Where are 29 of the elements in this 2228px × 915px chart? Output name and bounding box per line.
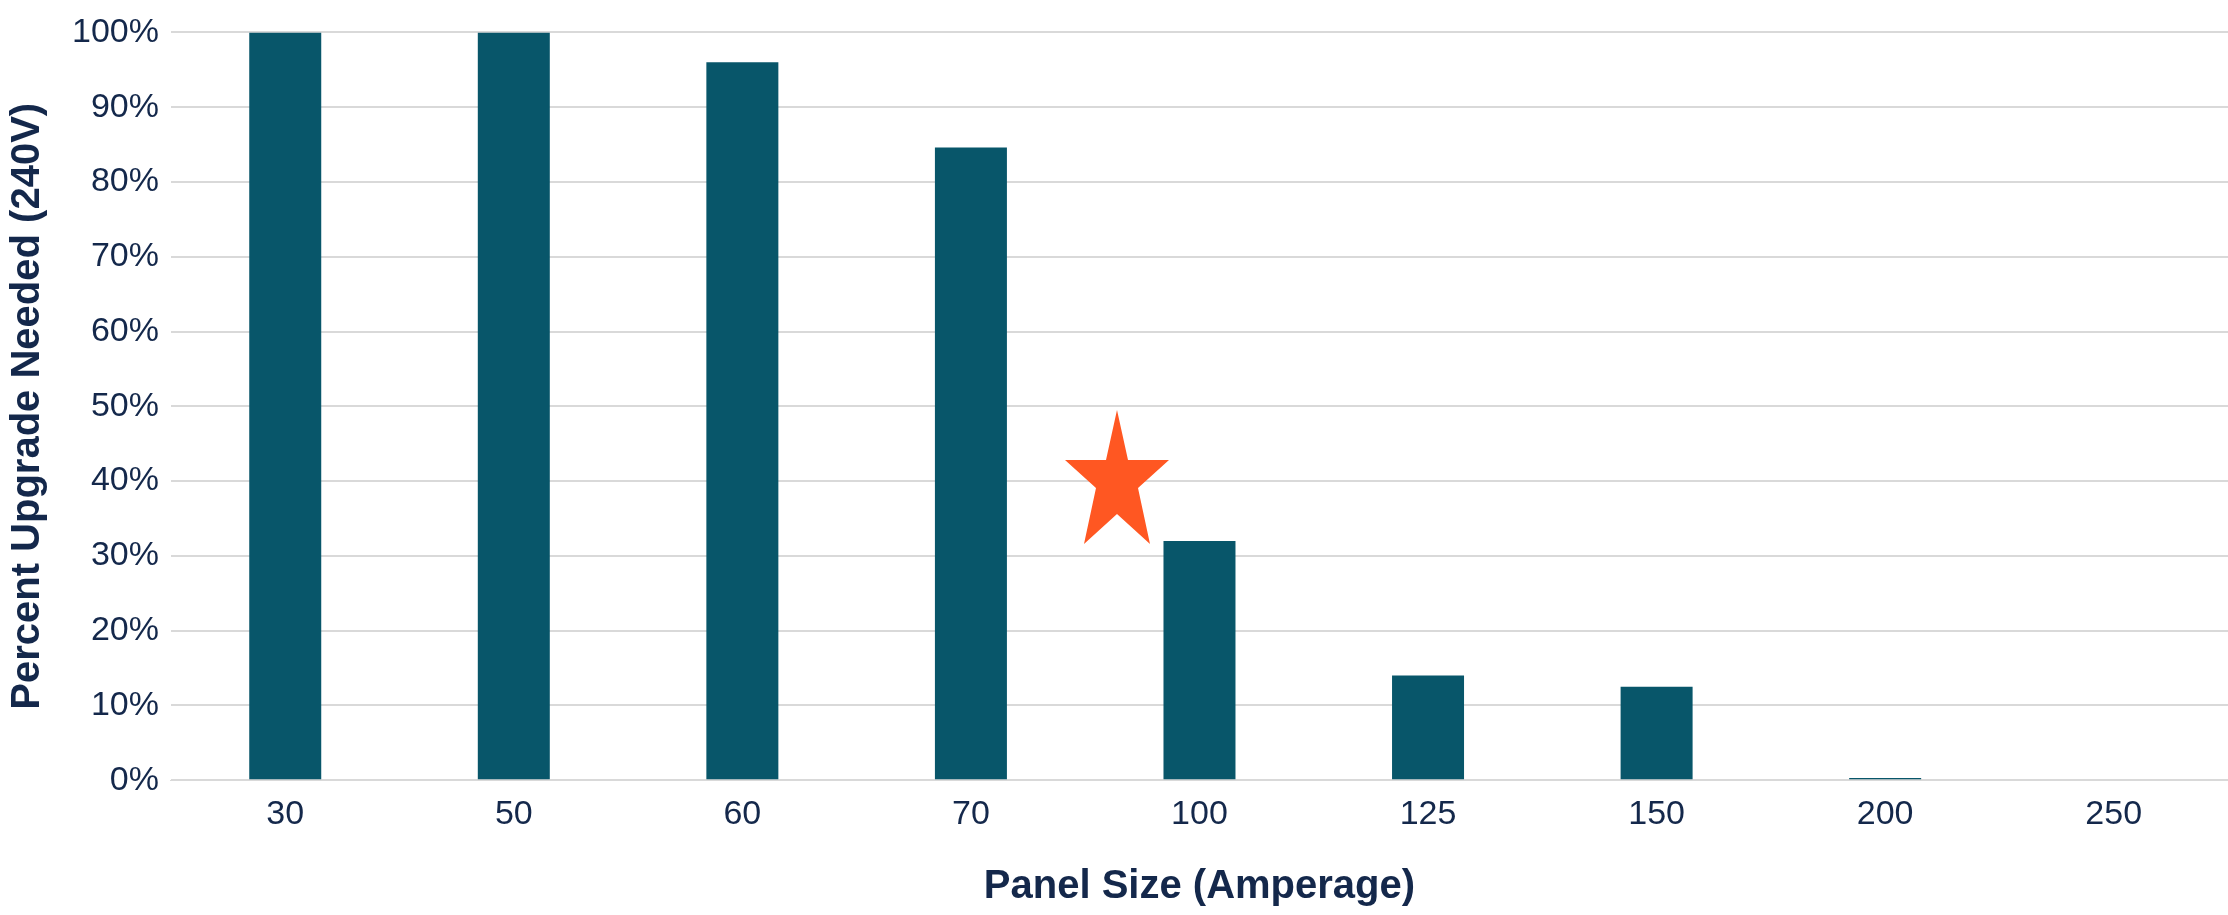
- bar: [249, 32, 322, 780]
- y-tick-label: 30%: [90, 534, 159, 573]
- x-tick-label: 100: [1171, 792, 1228, 831]
- bar: [1163, 540, 1236, 780]
- y-tick-label: 70%: [90, 235, 159, 274]
- bar: [934, 147, 1007, 780]
- bar: [477, 32, 550, 780]
- y-tick-label: 40%: [90, 459, 159, 498]
- x-tick-label: 200: [1856, 792, 1914, 831]
- x-tick-label: 50: [494, 792, 533, 831]
- x-axis-title: Panel Size (Amperage): [983, 862, 1416, 907]
- y-tick-label: 60%: [90, 309, 159, 348]
- bar: [1392, 675, 1465, 780]
- x-tick-label: 150: [1628, 792, 1685, 831]
- x-tick-label: 250: [2085, 792, 2143, 831]
- x-tick-label: 30: [266, 792, 305, 831]
- y-axis-title: Percent Upgrade Needed (240V): [3, 102, 48, 710]
- y-tick-label: 20%: [90, 609, 159, 648]
- y-tick-label: 100%: [71, 10, 159, 49]
- bar: [706, 62, 779, 780]
- y-tick-label: 0%: [109, 758, 159, 797]
- y-tick-label: 80%: [90, 160, 159, 199]
- bar: [1620, 686, 1693, 780]
- y-tick-label: 50%: [90, 384, 159, 423]
- x-tick-label: 60: [723, 792, 762, 831]
- x-tick-label: 70: [952, 792, 990, 831]
- x-tick-label: 125: [1399, 792, 1457, 831]
- y-tick-label: 10%: [90, 683, 159, 722]
- y-tick-label: 90%: [90, 85, 159, 124]
